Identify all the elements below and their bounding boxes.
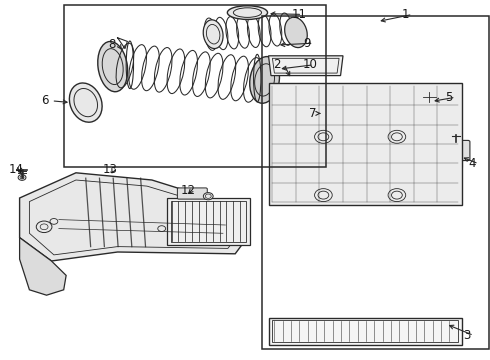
Bar xyxy=(64,5,326,167)
Polygon shape xyxy=(20,173,250,261)
Bar xyxy=(262,16,489,349)
FancyBboxPatch shape xyxy=(449,140,470,161)
Text: 5: 5 xyxy=(445,91,452,104)
FancyBboxPatch shape xyxy=(177,188,207,199)
Polygon shape xyxy=(269,56,343,76)
Ellipse shape xyxy=(98,41,128,92)
Ellipse shape xyxy=(70,83,102,122)
Text: 12: 12 xyxy=(180,184,196,197)
Text: 2: 2 xyxy=(273,58,281,71)
Ellipse shape xyxy=(203,193,213,200)
Ellipse shape xyxy=(203,20,223,49)
Bar xyxy=(272,320,458,342)
Bar xyxy=(167,198,250,245)
Bar xyxy=(269,83,462,205)
Bar xyxy=(171,201,246,242)
Text: 3: 3 xyxy=(463,329,470,342)
Text: 6: 6 xyxy=(41,94,48,107)
FancyBboxPatch shape xyxy=(449,159,463,168)
Ellipse shape xyxy=(250,57,279,103)
Text: 13: 13 xyxy=(103,163,118,176)
Text: 11: 11 xyxy=(292,8,307,21)
Ellipse shape xyxy=(307,94,351,126)
Text: 7: 7 xyxy=(309,107,316,120)
Polygon shape xyxy=(20,238,66,295)
Ellipse shape xyxy=(422,92,436,102)
Ellipse shape xyxy=(227,6,268,19)
Ellipse shape xyxy=(285,17,307,48)
Text: 10: 10 xyxy=(303,58,318,71)
Bar xyxy=(269,318,462,345)
Text: 1: 1 xyxy=(402,8,409,21)
Text: 4: 4 xyxy=(468,157,475,170)
Text: 14: 14 xyxy=(9,163,24,176)
Text: 8: 8 xyxy=(108,39,115,51)
Text: 9: 9 xyxy=(303,37,310,50)
Ellipse shape xyxy=(18,175,26,180)
